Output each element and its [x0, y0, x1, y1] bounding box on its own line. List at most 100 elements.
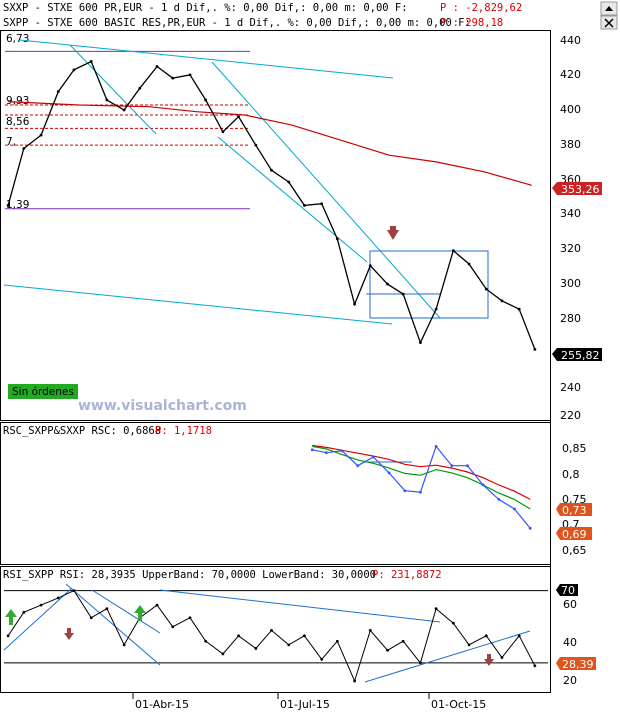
rsi-point [287, 643, 291, 647]
rsc-point [371, 455, 375, 459]
price-y-tick: 320 [560, 242, 581, 255]
moving-average-line [8, 101, 532, 186]
close-button[interactable] [600, 15, 618, 30]
orders-button[interactable]: Sin órdenes [8, 384, 78, 399]
price-point [204, 98, 208, 102]
price-point [155, 65, 159, 68]
price-points [6, 60, 537, 351]
rsc-panel [0, 422, 551, 565]
price-point [434, 307, 438, 311]
price-point [533, 347, 537, 351]
price-point [335, 237, 339, 241]
price-point [401, 292, 405, 296]
price-y-tick: 220 [560, 409, 581, 422]
rsc-tag-text: 0,73 [562, 504, 587, 517]
rsi-point [533, 664, 537, 668]
rsc-tag-2: 0,69 [556, 527, 592, 541]
trendline [217, 136, 368, 263]
rsi-point [72, 589, 76, 593]
ma-value-text: 353,26 [561, 183, 600, 196]
rsi-point [204, 639, 208, 643]
price-point [39, 133, 43, 137]
rsi-point [56, 596, 60, 600]
price-point [22, 147, 26, 150]
rsi-trendline [3, 587, 73, 651]
trendline [69, 44, 157, 135]
rsi-point [500, 656, 504, 659]
rsc-point [310, 448, 314, 452]
rsi-point [237, 634, 240, 638]
price-point [122, 108, 126, 112]
rsi-point [335, 639, 339, 643]
rsc-point [497, 498, 501, 501]
rsc-line [312, 445, 531, 529]
price-y-tick: 280 [560, 312, 581, 325]
last-price-tag: 255,82 [552, 348, 602, 362]
rsi-point [188, 616, 192, 620]
rsc-y-tick: 0,85 [562, 442, 587, 455]
price-point [419, 341, 422, 345]
x-tick-label: 01-Oct-15 [431, 698, 486, 711]
price-y-tick: 300 [560, 277, 581, 290]
rsc-point [340, 449, 344, 453]
price-y-tick: 440 [560, 34, 581, 47]
level-label: 9,93 [6, 95, 29, 107]
rsi-point [401, 639, 405, 643]
rsi-trendline [159, 589, 441, 623]
header-value-sxxp: P : -2,829,62 [440, 2, 522, 14]
collapse-button[interactable] [600, 1, 618, 16]
rsi-point [517, 634, 521, 638]
orders-button-label: Sin órdenes [12, 386, 74, 398]
rsi-y-tick: 60 [563, 598, 577, 611]
rsc-point [434, 445, 438, 448]
price-point [500, 299, 504, 303]
rsi-upper-band-text: 70 [561, 584, 575, 597]
rsc-point [419, 490, 422, 494]
header-title-sxpp: SXPP - STXE 600 BASIC RES,PR,EUR - 1 d D… [3, 17, 471, 29]
price-point [105, 98, 109, 102]
rsi-arrows [5, 605, 494, 666]
watermark: www.visualchart.com [78, 398, 247, 414]
rsi-header-value: P: 231,8872 [372, 569, 442, 581]
price-point [303, 204, 306, 207]
rsi-y-tick: 40 [563, 636, 577, 649]
header-value-sxpp: P : 298,18 [440, 17, 503, 29]
rsi-point [467, 643, 471, 647]
rsi-line [7, 589, 536, 683]
trendline [211, 61, 441, 319]
price-support-levels [5, 50, 250, 210]
price-point [6, 204, 10, 207]
rsi-point [320, 657, 324, 661]
rsc-point [466, 464, 469, 468]
x-axis: 01-Abr-15 01-Jul-15 01-Oct-15 [132, 693, 486, 711]
header-title-sxxp: SXXP - STXE 600 PR,EUR - 1 d Dif,. %: 0,… [3, 2, 408, 14]
rsc-point [387, 471, 391, 475]
down-arrow-icon [484, 654, 494, 666]
header-bar-1 [0, 0, 620, 14]
price-point [320, 202, 324, 206]
rsc-point [324, 451, 328, 455]
rsi-trendline [91, 589, 161, 634]
rsi-point [270, 628, 273, 632]
price-point [237, 115, 240, 119]
price-point [56, 90, 60, 93]
price-point [171, 76, 175, 80]
x-tick-label: 01-Jul-15 [280, 698, 330, 711]
rsi-point [89, 616, 93, 620]
up-arrow-icon [134, 605, 146, 621]
trendline [19, 39, 394, 79]
rsc-point [450, 464, 454, 468]
price-point [484, 287, 488, 291]
rsi-point [6, 634, 10, 638]
down-arrow-icon [64, 628, 74, 640]
rsi-point [303, 634, 306, 638]
price-y-tick: 240 [560, 381, 581, 394]
rsc-point [528, 526, 532, 530]
last-price-text: 255,82 [561, 349, 600, 362]
ma-value-tag: 353,26 [552, 182, 602, 196]
rsi-point [155, 603, 159, 607]
rsi-point [122, 643, 126, 647]
rsi-current-text: 28,39 [562, 658, 594, 671]
rsc-point [356, 464, 360, 468]
